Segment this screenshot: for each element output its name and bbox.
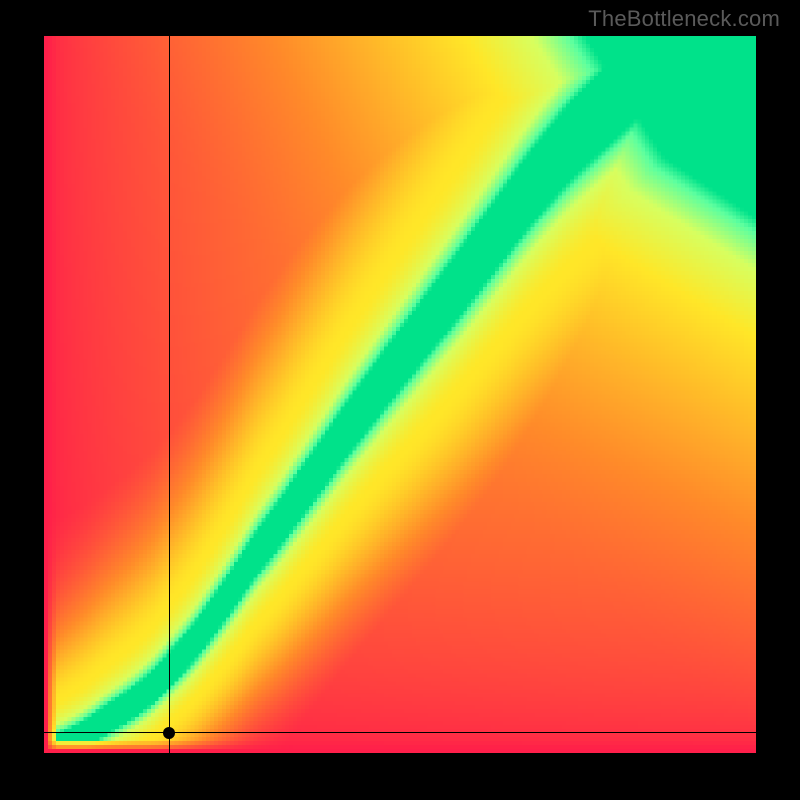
heatmap-canvas xyxy=(44,36,756,753)
chart-container: TheBottleneck.com xyxy=(0,0,800,800)
crosshair-marker-dot xyxy=(163,727,175,739)
heatmap-plot-area xyxy=(44,36,756,753)
crosshair-vertical-line xyxy=(169,36,170,753)
crosshair-horizontal-line xyxy=(44,732,756,733)
watermark-text: TheBottleneck.com xyxy=(588,6,780,32)
